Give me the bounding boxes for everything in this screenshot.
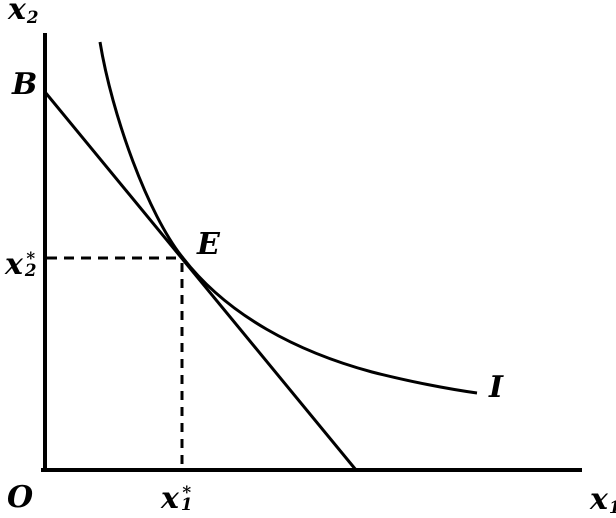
budget-line — [43, 91, 358, 471]
optimal-x2-label-base: x — [5, 247, 23, 282]
equilibrium-label: E — [197, 227, 220, 262]
optimal-x2-label: x * 2 — [5, 247, 37, 282]
indifference-curve-label: I — [489, 370, 504, 405]
optimal-x1-label-sup: * — [182, 481, 192, 502]
budget-intercept-label: B — [12, 67, 38, 102]
y-axis-label-base: x — [8, 0, 26, 27]
indifference-curve — [98, 41, 478, 395]
x-axis-label-base: x — [590, 482, 608, 517]
origin-label: O — [7, 480, 34, 515]
x-axis-label-sub: 1 — [609, 497, 616, 517]
optimal-x1-label-base: x — [161, 481, 179, 516]
optimal-x1-label: x * 1 — [161, 481, 193, 516]
optimal-x2-label-supsub: * 2 — [24, 247, 37, 281]
x-axis-label: x1 — [590, 482, 616, 517]
y-axis-label: x2 — [8, 0, 39, 28]
y-axis-label-sub: 2 — [26, 7, 39, 28]
optimal-x2-label-sup: * — [26, 247, 36, 268]
optimal-x1-label-supsub: * 1 — [180, 481, 193, 515]
optimal-x1-label-sub: 1 — [180, 494, 193, 515]
optimal-x2-label-sub: 2 — [24, 260, 37, 281]
